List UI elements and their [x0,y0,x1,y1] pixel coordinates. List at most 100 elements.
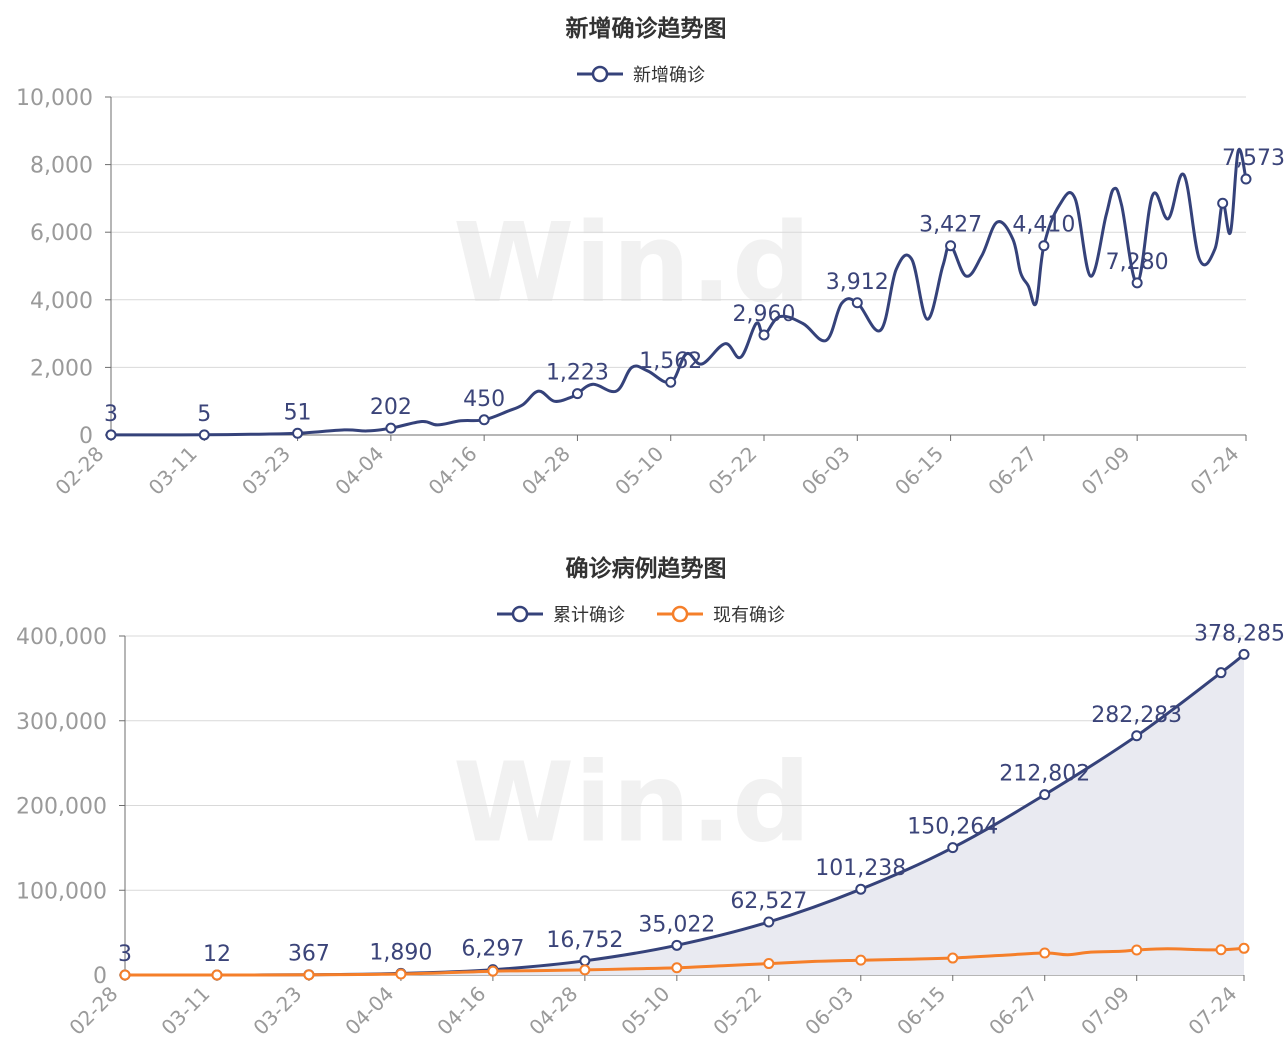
legend-item: 现有确诊 [657,605,785,626]
x-tick-label: 04-28 [524,982,582,1040]
data-point [1039,789,1051,801]
chart-title: 确诊病例趋势图 [566,555,727,582]
y-tick-label: 300,000 [16,710,107,735]
data-point [487,965,499,977]
x-tick-label: 05-10 [610,442,668,500]
data-point [385,422,397,434]
x-tick-label: 06-27 [983,442,1041,500]
data-label: 7,573 [1222,146,1285,171]
data-point [665,376,677,388]
x-tick-label: 07-24 [1183,982,1241,1040]
x-tick-label: 03-23 [237,442,295,500]
x-tick-label: 06-15 [890,442,948,500]
x-tick-label: 02-28 [64,982,122,1040]
data-label: 367 [288,942,330,967]
data-label: 1,223 [546,361,609,386]
data-point [1038,240,1050,252]
x-tick-label: 06-03 [800,982,858,1040]
legend-label: 现有确诊 [713,605,785,626]
x-tick-label: 07-09 [1077,442,1135,500]
data-label: 16,752 [546,928,623,953]
data-point [671,962,683,974]
watermark-logo: Win.d [453,739,811,867]
data-label: 101,238 [815,856,906,881]
data-label: 1,562 [639,349,702,374]
data-label: 202 [370,395,412,420]
data-point [579,955,591,967]
data-point [947,842,959,854]
y-tick-label: 8,000 [30,154,93,179]
x-tick-label: 03-23 [248,982,306,1040]
data-point [211,969,223,981]
legend-item: 新增确诊 [577,65,705,86]
y-tick-label: 100,000 [16,879,107,904]
x-tick-label: 05-22 [708,982,766,1040]
data-label: 6,297 [461,937,524,962]
data-label: 212,802 [999,762,1090,787]
x-tick-label: 03-11 [156,982,214,1040]
x-tick-label: 07-09 [1076,982,1134,1040]
legend: 新增确诊 [577,65,705,86]
data-label: 51 [284,400,312,425]
data-label: 3,912 [826,270,889,295]
data-label: 2,960 [733,302,796,327]
data-label: 35,022 [638,912,715,937]
watermark-logo: Win.d [453,199,811,327]
data-label: 12 [203,942,231,967]
data-point [119,969,131,981]
data-point [1131,730,1143,742]
data-label: 5 [197,402,211,427]
data-point [1131,277,1143,289]
y-tick-label: 4,000 [30,289,93,314]
data-point [763,958,775,970]
y-tick-label: 10,000 [16,86,93,111]
y-tick-label: 0 [93,964,107,989]
data-point [571,388,583,400]
series-area [125,654,1244,975]
x-tick-label: 05-22 [703,442,761,500]
data-label: 62,527 [730,889,807,914]
data-point [855,883,867,895]
x-tick-label: 06-15 [892,982,950,1040]
data-label: 378,285 [1194,621,1285,646]
x-tick-label: 04-04 [340,982,398,1040]
data-point [1215,667,1227,679]
y-tick-label: 6,000 [30,221,93,246]
legend-marker-icon [671,605,689,623]
data-label: 7,280 [1106,250,1169,275]
data-point [198,429,210,441]
data-label: 450 [463,387,505,412]
data-point [851,297,863,309]
data-label: 4,410 [1012,213,1075,238]
legend-item: 累计确诊 [497,605,625,626]
y-tick-label: 2,000 [30,356,93,381]
series-line [111,147,1248,437]
x-tick-label: 05-10 [616,982,674,1040]
x-tick-label: 02-28 [50,442,108,500]
data-point [579,964,591,976]
data-point [1238,942,1250,954]
data-label: 282,283 [1091,703,1182,728]
x-tick-label: 04-28 [517,442,575,500]
data-point [1240,173,1252,185]
x-tick-label: 06-03 [797,442,855,500]
data-point [105,429,117,441]
legend-marker-icon [511,605,529,623]
chart-title: 新增确诊趋势图 [566,15,727,42]
legend-label: 累计确诊 [553,605,625,626]
x-tick-label: 03-11 [144,442,202,500]
x-tick-label: 04-04 [330,442,388,500]
data-label: 3 [118,942,132,967]
x-tick-label: 04-16 [432,982,490,1040]
data-point [1039,947,1051,959]
data-point [945,240,957,252]
data-label: 3 [104,402,118,427]
data-point [758,329,770,341]
data-point [1238,648,1250,660]
data-point [1215,944,1227,956]
y-tick-label: 200,000 [16,795,107,820]
